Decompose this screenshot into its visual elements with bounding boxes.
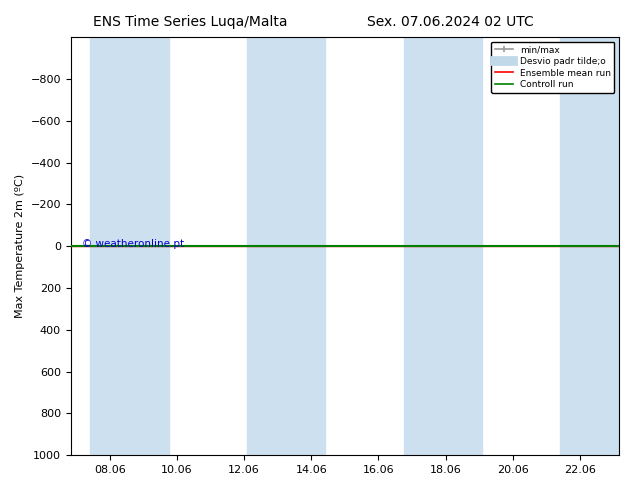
Bar [560,37,634,455]
Bar [404,37,482,455]
Text: ENS Time Series Luqa/Malta: ENS Time Series Luqa/Malta [93,15,287,29]
Y-axis label: Max Temperature 2m (ºC): Max Temperature 2m (ºC) [15,174,25,318]
Bar [91,37,169,455]
Text: Sex. 07.06.2024 02 UTC: Sex. 07.06.2024 02 UTC [366,15,534,29]
Text: © weatheronline.pt: © weatheronline.pt [82,239,184,249]
Bar [247,37,325,455]
Legend: min/max, Desvio padr tilde;o, Ensemble mean run, Controll run: min/max, Desvio padr tilde;o, Ensemble m… [491,42,614,93]
